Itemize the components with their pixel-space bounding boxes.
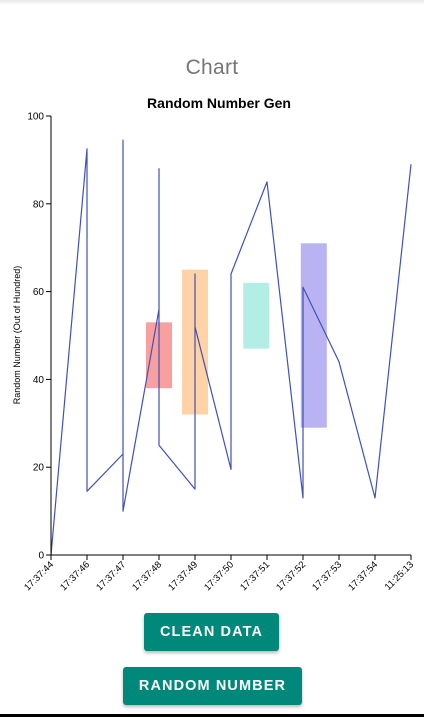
x-tick-label-10: 11:25:13 [383, 559, 416, 592]
x-tick-label-4: 17:37:49 [166, 559, 200, 593]
range-bar-3 [243, 282, 270, 349]
x-tick-label-0: 17:37:44 [22, 559, 56, 593]
clean-data-button[interactable]: CLEAN DATA [144, 613, 279, 651]
x-tick-label-3: 17:37:48 [130, 559, 164, 593]
y-tick-label-60: 60 [33, 287, 45, 298]
y-tick-label-0: 0 [38, 551, 44, 562]
page-title: Chart [185, 56, 239, 79]
y-tick-label-100: 100 [27, 112, 44, 123]
status-bar-shadow [0, 0, 424, 5]
y-tick-label-20: 20 [33, 463, 45, 474]
x-tick-label-9: 17:37:54 [346, 559, 380, 593]
random-number-button[interactable]: RANDOM NUMBER [123, 667, 302, 705]
bars-layer [146, 243, 327, 428]
line-layer [50, 139, 412, 556]
y-axis-label: Random Number (Out of Hundred) [12, 266, 22, 405]
range-bar-4 [300, 243, 327, 428]
x-tick-label-8: 17:37:53 [310, 559, 344, 593]
y-tick-label-80: 80 [33, 199, 45, 210]
y-tick-label-40: 40 [33, 375, 45, 386]
chart-title: Random Number Gen [147, 95, 291, 111]
series-line [50, 139, 412, 556]
x-tick-label-1: 17:37:46 [58, 559, 92, 593]
bottom-edge [0, 714, 424, 717]
x-tick-label-2: 17:37:47 [94, 559, 128, 593]
x-tick-label-5: 17:37:50 [202, 559, 236, 593]
x-tick-label-6: 17:37:51 [238, 559, 272, 593]
x-tick-label-7: 17:37:52 [274, 559, 308, 593]
